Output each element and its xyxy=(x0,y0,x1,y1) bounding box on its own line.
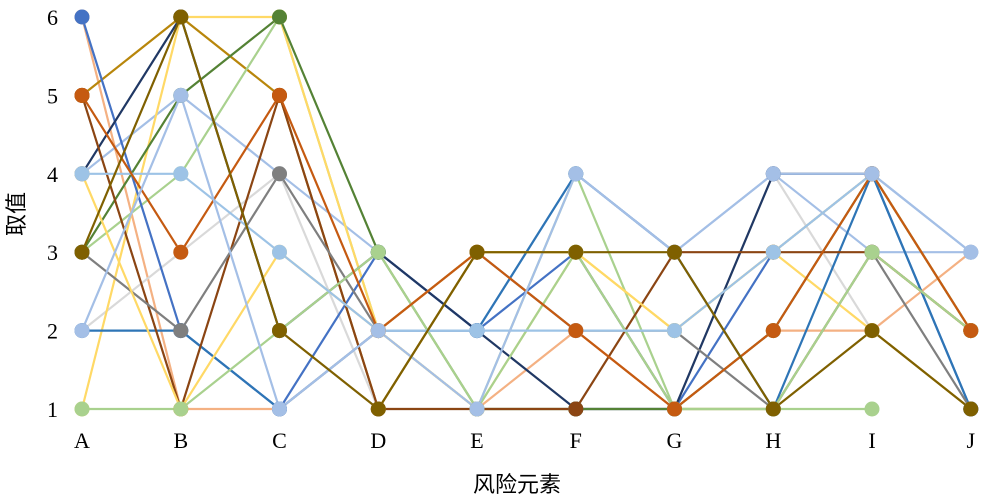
series-line-6 xyxy=(80,15,972,411)
series-line-8 xyxy=(81,15,972,411)
x-tick-label: F xyxy=(570,428,582,453)
x-tick-label: E xyxy=(470,428,483,453)
data-point xyxy=(173,87,189,103)
data-point xyxy=(864,401,880,417)
data-point xyxy=(74,166,90,182)
y-tick-label: 4 xyxy=(47,162,58,187)
y-tick-label: 5 xyxy=(47,83,58,108)
data-point xyxy=(272,323,287,339)
data-point xyxy=(667,401,682,417)
series-line-3 xyxy=(81,94,971,332)
x-tick-label: B xyxy=(173,428,188,453)
data-point xyxy=(765,244,781,260)
x-tick-labels: A B C D E F G H I J xyxy=(74,428,975,453)
data-point xyxy=(469,244,485,260)
data-point xyxy=(568,323,584,339)
series-line-9 xyxy=(81,15,972,411)
x-tick-label: I xyxy=(868,428,875,453)
series-line-7 xyxy=(80,16,972,411)
data-point xyxy=(173,9,189,25)
data-point xyxy=(272,87,287,103)
data-point xyxy=(765,323,781,339)
y-tick-label: 6 xyxy=(47,5,58,30)
series-lines xyxy=(80,15,972,411)
data-point xyxy=(173,244,189,260)
series-line-2 xyxy=(81,15,972,411)
series-line-4 xyxy=(81,15,872,411)
data-point xyxy=(74,87,90,103)
data-point xyxy=(370,401,386,417)
x-axis-label: 风险元素 xyxy=(473,473,561,498)
data-point xyxy=(963,401,979,417)
series-line-1 xyxy=(80,16,972,411)
data-point xyxy=(765,401,781,417)
data-point xyxy=(765,166,781,182)
data-point xyxy=(74,244,90,260)
data-point xyxy=(963,244,979,260)
data-point xyxy=(864,244,880,260)
series-line-15 xyxy=(82,172,972,332)
y-tick-label: 3 xyxy=(47,240,58,265)
data-point xyxy=(173,401,189,417)
data-point xyxy=(272,166,287,182)
x-tick-label: J xyxy=(967,428,976,453)
data-point xyxy=(568,244,584,260)
x-tick-label: G xyxy=(667,428,683,453)
data-point xyxy=(272,244,287,260)
data-point xyxy=(370,323,386,339)
data-point xyxy=(173,166,189,182)
data-point xyxy=(370,244,386,260)
data-point xyxy=(74,9,90,25)
data-point xyxy=(864,166,880,182)
data-point xyxy=(74,401,90,417)
data-point xyxy=(864,323,880,339)
x-tick-label: D xyxy=(370,428,386,453)
y-tick-labels: 1 2 3 4 5 6 xyxy=(47,5,58,422)
x-tick-label: A xyxy=(74,428,90,453)
data-point xyxy=(963,323,979,339)
data-point xyxy=(272,9,287,25)
x-tick-label: H xyxy=(765,428,781,453)
data-point xyxy=(74,323,90,339)
data-point xyxy=(469,323,485,339)
data-point xyxy=(272,401,287,417)
data-point xyxy=(568,166,584,182)
data-point xyxy=(568,401,584,417)
y-tick-label: 2 xyxy=(47,319,58,344)
data-point xyxy=(667,323,682,339)
data-point xyxy=(173,323,189,339)
series-line-18 xyxy=(80,15,972,411)
x-tick-label: C xyxy=(272,428,287,453)
series-markers xyxy=(74,9,979,417)
data-point xyxy=(469,401,485,417)
series-line-17 xyxy=(80,94,972,411)
y-axis-label: 取值 xyxy=(5,192,30,236)
data-point xyxy=(667,244,682,260)
y-tick-label: 1 xyxy=(47,397,58,422)
